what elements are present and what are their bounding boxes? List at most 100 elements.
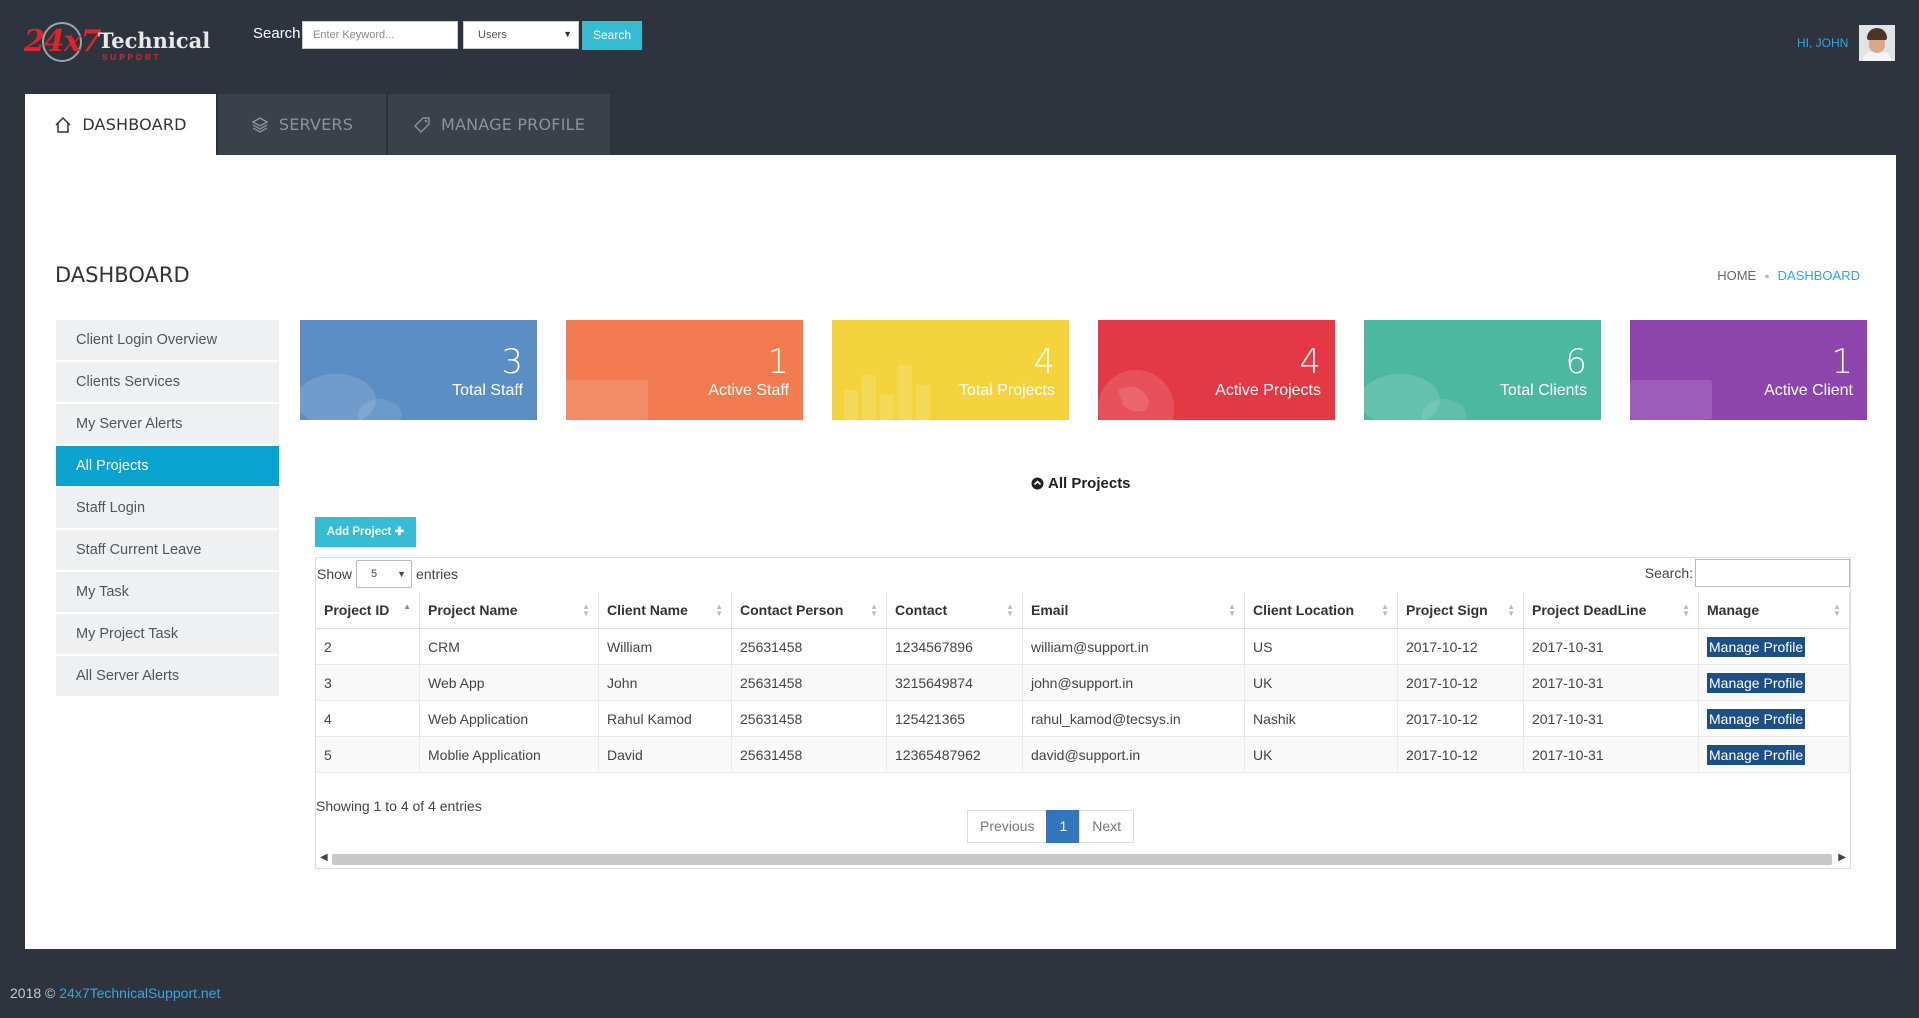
cell-client-location: Nashik [1244, 700, 1398, 737]
bar-chart-icon [844, 365, 930, 420]
globe-icon [1098, 370, 1174, 420]
sort-icon: ▲ ▼ [582, 602, 590, 618]
cell-client-name: Rahul Kamod [598, 700, 732, 737]
tab-dashboard[interactable]: DASHBOARD [25, 94, 216, 155]
stat-card-active-projects[interactable]: 4 Active Projects [1098, 320, 1335, 420]
plus-icon: ✚ [394, 526, 405, 538]
cell-contact: 125421365 [886, 700, 1023, 737]
sidebar-item-my-task[interactable]: My Task [56, 572, 279, 612]
main-panel: DASHBOARD HOME ● DASHBOARD Client Login … [25, 155, 1896, 949]
table-info: Showing 1 to 4 of 4 entries [316, 798, 482, 814]
column-header-email[interactable]: Email ▲ ▼ [1022, 592, 1245, 629]
column-header-manage[interactable]: Manage ▲ ▼ [1698, 592, 1850, 629]
column-header-project-deadline[interactable]: Project DeadLine ▲ ▼ [1523, 592, 1699, 629]
pagination-next[interactable]: Next [1079, 810, 1135, 843]
tab-label: DASHBOARD [82, 115, 187, 134]
cell-email: rahul_kamod@tecsys.in [1022, 700, 1245, 737]
manage-profile-button[interactable]: Manage Profile [1707, 636, 1806, 657]
stat-card-total-clients[interactable]: 6 Total Clients [1364, 320, 1601, 420]
cell-project-id: 3 [316, 664, 420, 701]
sidebar-item-my-project-task[interactable]: My Project Task [56, 614, 279, 654]
column-header-contact[interactable]: Contact ▲ ▼ [886, 592, 1023, 629]
logo[interactable]: 24x7 Technical SUPPORT [24, 20, 210, 68]
sidebar-item-clients-services[interactable]: Clients Services [56, 362, 279, 402]
breadcrumb-separator: ● [1764, 270, 1770, 281]
column-header-project-id[interactable]: Project ID ▲ [316, 592, 420, 629]
sort-asc-icon: ▲ [403, 602, 411, 611]
add-project-button[interactable]: Add Project ✚ [315, 517, 416, 547]
cell-client-location: UK [1244, 736, 1398, 773]
column-header-client-name[interactable]: Client Name ▲ ▼ [598, 592, 732, 629]
column-header-contact-person[interactable]: Contact Person ▲ ▼ [731, 592, 887, 629]
scrollbar-thumb[interactable] [332, 854, 1832, 865]
tab-manage-profile[interactable]: MANAGE PROFILE [388, 94, 610, 155]
cell-project-sign: 2017-10-12 [1397, 700, 1524, 737]
manage-profile-button[interactable]: Manage Profile [1707, 672, 1806, 693]
cell-project-sign: 2017-10-12 [1397, 736, 1524, 773]
top-header: 24x7 Technical SUPPORT Search Users ▼ Se… [0, 0, 1919, 94]
manage-profile-button[interactable]: Manage Profile [1707, 708, 1806, 729]
cell-project-name: Web Application [419, 700, 599, 737]
manage-profile-button[interactable]: Manage Profile [1707, 744, 1806, 765]
stat-card-total-staff[interactable]: 3 Total Staff [300, 320, 537, 420]
stat-card-total-projects[interactable]: 4 Total Projects [832, 320, 1069, 420]
tab-servers[interactable]: SERVERS [218, 94, 386, 155]
search-button[interactable]: Search [582, 21, 642, 50]
cell-project-deadline: 2017-10-31 [1523, 664, 1699, 701]
scroll-left-icon[interactable]: ◀ [320, 852, 328, 863]
search-filter-value: Users [478, 29, 507, 41]
stat-label: Active Client [1764, 382, 1853, 399]
cell-project-deadline: 2017-10-31 [1523, 628, 1699, 665]
stat-label: Active Staff [708, 382, 789, 399]
avatar[interactable] [1859, 25, 1895, 61]
page-title: DASHBOARD [55, 263, 190, 287]
sort-icon: ▲ ▼ [1381, 602, 1389, 618]
table-search-input[interactable] [1695, 559, 1850, 587]
column-header-project-name[interactable]: Project Name ▲ ▼ [419, 592, 599, 629]
page-length-control: Show 5 ▼ entries [317, 558, 458, 590]
sidebar-item-all-projects[interactable]: All Projects [56, 446, 279, 486]
table-row: 3 Web App John 25631458 3215649874 john@… [316, 664, 1850, 701]
logo-ring [42, 22, 82, 62]
cell-contact-person: 25631458 [731, 736, 887, 773]
sort-icon: ▲ ▼ [1507, 602, 1515, 618]
sidebar-item-all-server-alerts[interactable]: All Server Alerts [56, 656, 279, 696]
stat-label: Total Clients [1499, 382, 1587, 399]
page-length-select[interactable]: 5 ▼ [356, 560, 413, 588]
breadcrumb-home[interactable]: HOME [1717, 268, 1757, 283]
folder-icon [566, 380, 648, 420]
footer-link[interactable]: 24x7TechnicalSupport.net [59, 985, 221, 1001]
add-project-label: Add Project [326, 526, 392, 538]
sidebar-item-client-login-overview[interactable]: Client Login Overview [56, 320, 279, 360]
table-search: Search: [1645, 559, 1850, 587]
sidebar-item-my-server-alerts[interactable]: My Server Alerts [56, 404, 279, 444]
stat-card-active-staff[interactable]: 1 Active Staff [566, 320, 803, 420]
cell-email: john@support.in [1022, 664, 1245, 701]
cell-client-name: David [598, 736, 732, 773]
sort-icon: ▲ ▼ [1833, 602, 1841, 618]
stat-card-active-client[interactable]: 1 Active Client [1630, 320, 1867, 420]
cell-contact-person: 25631458 [731, 700, 887, 737]
scroll-right-icon[interactable]: ▶ [1838, 852, 1846, 863]
user-greeting[interactable]: HI, JOHN [1797, 36, 1849, 50]
sort-icon: ▲ ▼ [1682, 602, 1690, 618]
sidebar-item-staff-current-leave[interactable]: Staff Current Leave [56, 530, 279, 570]
cell-project-id: 2 [316, 628, 420, 665]
avatar-hair [1867, 28, 1887, 40]
search-filter-select[interactable]: Users ▼ [463, 21, 579, 49]
tab-label: SERVERS [278, 115, 354, 134]
logo-subtitle: SUPPORT [102, 53, 162, 62]
pagination-page-1[interactable]: 1 [1046, 810, 1081, 843]
column-header-client-location[interactable]: Client Location ▲ ▼ [1244, 592, 1398, 629]
sidebar-item-staff-login[interactable]: Staff Login [56, 488, 279, 528]
tab-label: MANAGE PROFILE [440, 115, 586, 134]
search-input[interactable] [302, 21, 458, 49]
sidebar: Client Login Overview Clients Services M… [56, 320, 279, 698]
horizontal-scrollbar[interactable]: ◀ ▶ [316, 850, 1850, 868]
pagination-previous[interactable]: Previous [967, 810, 1048, 843]
chat-bubble-icon [300, 374, 402, 420]
column-header-project-sign[interactable]: Project Sign ▲ ▼ [1397, 592, 1524, 629]
cell-contact-person: 25631458 [731, 664, 887, 701]
footer-copyright: 2018 © [10, 985, 60, 1001]
stat-value: 4 [1033, 342, 1055, 382]
